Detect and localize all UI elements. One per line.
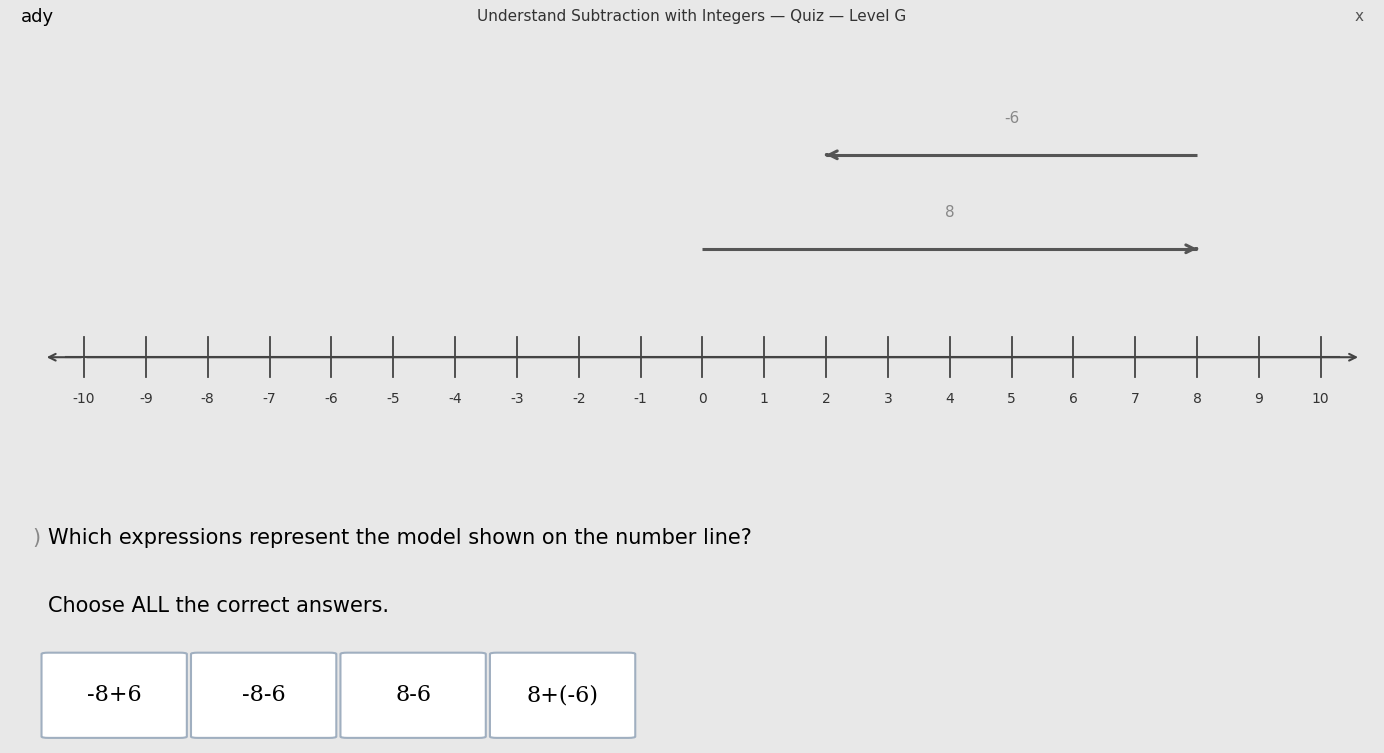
Text: -8+6: -8+6 — [87, 684, 141, 706]
Text: -8-6: -8-6 — [242, 684, 285, 706]
Text: 9: 9 — [1254, 392, 1264, 406]
Text: -4: -4 — [448, 392, 462, 406]
Text: 4: 4 — [945, 392, 954, 406]
Text: 8: 8 — [945, 205, 955, 220]
Text: -6: -6 — [324, 392, 338, 406]
Text: -5: -5 — [386, 392, 400, 406]
Text: Which expressions represent the model shown on the number line?: Which expressions represent the model sh… — [48, 528, 753, 547]
Text: -1: -1 — [634, 392, 648, 406]
Text: 6: 6 — [1068, 392, 1078, 406]
Text: -10: -10 — [73, 392, 95, 406]
Text: ady: ady — [21, 8, 54, 26]
FancyBboxPatch shape — [191, 653, 336, 738]
Text: Choose ALL the correct answers.: Choose ALL the correct answers. — [48, 596, 389, 617]
Text: 7: 7 — [1131, 392, 1139, 406]
Text: -9: -9 — [138, 392, 152, 406]
Text: 1: 1 — [760, 392, 768, 406]
Text: 8: 8 — [1193, 392, 1201, 406]
Text: -6: -6 — [1003, 111, 1019, 126]
Text: -2: -2 — [572, 392, 585, 406]
FancyBboxPatch shape — [340, 653, 486, 738]
Text: -8: -8 — [201, 392, 215, 406]
FancyBboxPatch shape — [490, 653, 635, 738]
Text: Understand Subtraction with Integers — Quiz — Level G: Understand Subtraction with Integers — Q… — [477, 10, 907, 24]
Text: 8+(-6): 8+(-6) — [526, 684, 599, 706]
Text: ): ) — [32, 528, 40, 547]
Text: 2: 2 — [822, 392, 830, 406]
FancyBboxPatch shape — [42, 653, 187, 738]
Text: -7: -7 — [263, 392, 277, 406]
Text: 0: 0 — [698, 392, 707, 406]
Text: 3: 3 — [883, 392, 893, 406]
Text: 5: 5 — [1008, 392, 1016, 406]
Text: -3: -3 — [511, 392, 523, 406]
Text: 8-6: 8-6 — [394, 684, 432, 706]
Text: 10: 10 — [1312, 392, 1330, 406]
Text: x: x — [1354, 10, 1363, 24]
